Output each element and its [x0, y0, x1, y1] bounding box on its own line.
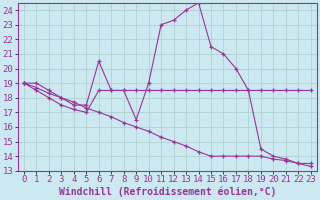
X-axis label: Windchill (Refroidissement éolien,°C): Windchill (Refroidissement éolien,°C) [59, 187, 276, 197]
